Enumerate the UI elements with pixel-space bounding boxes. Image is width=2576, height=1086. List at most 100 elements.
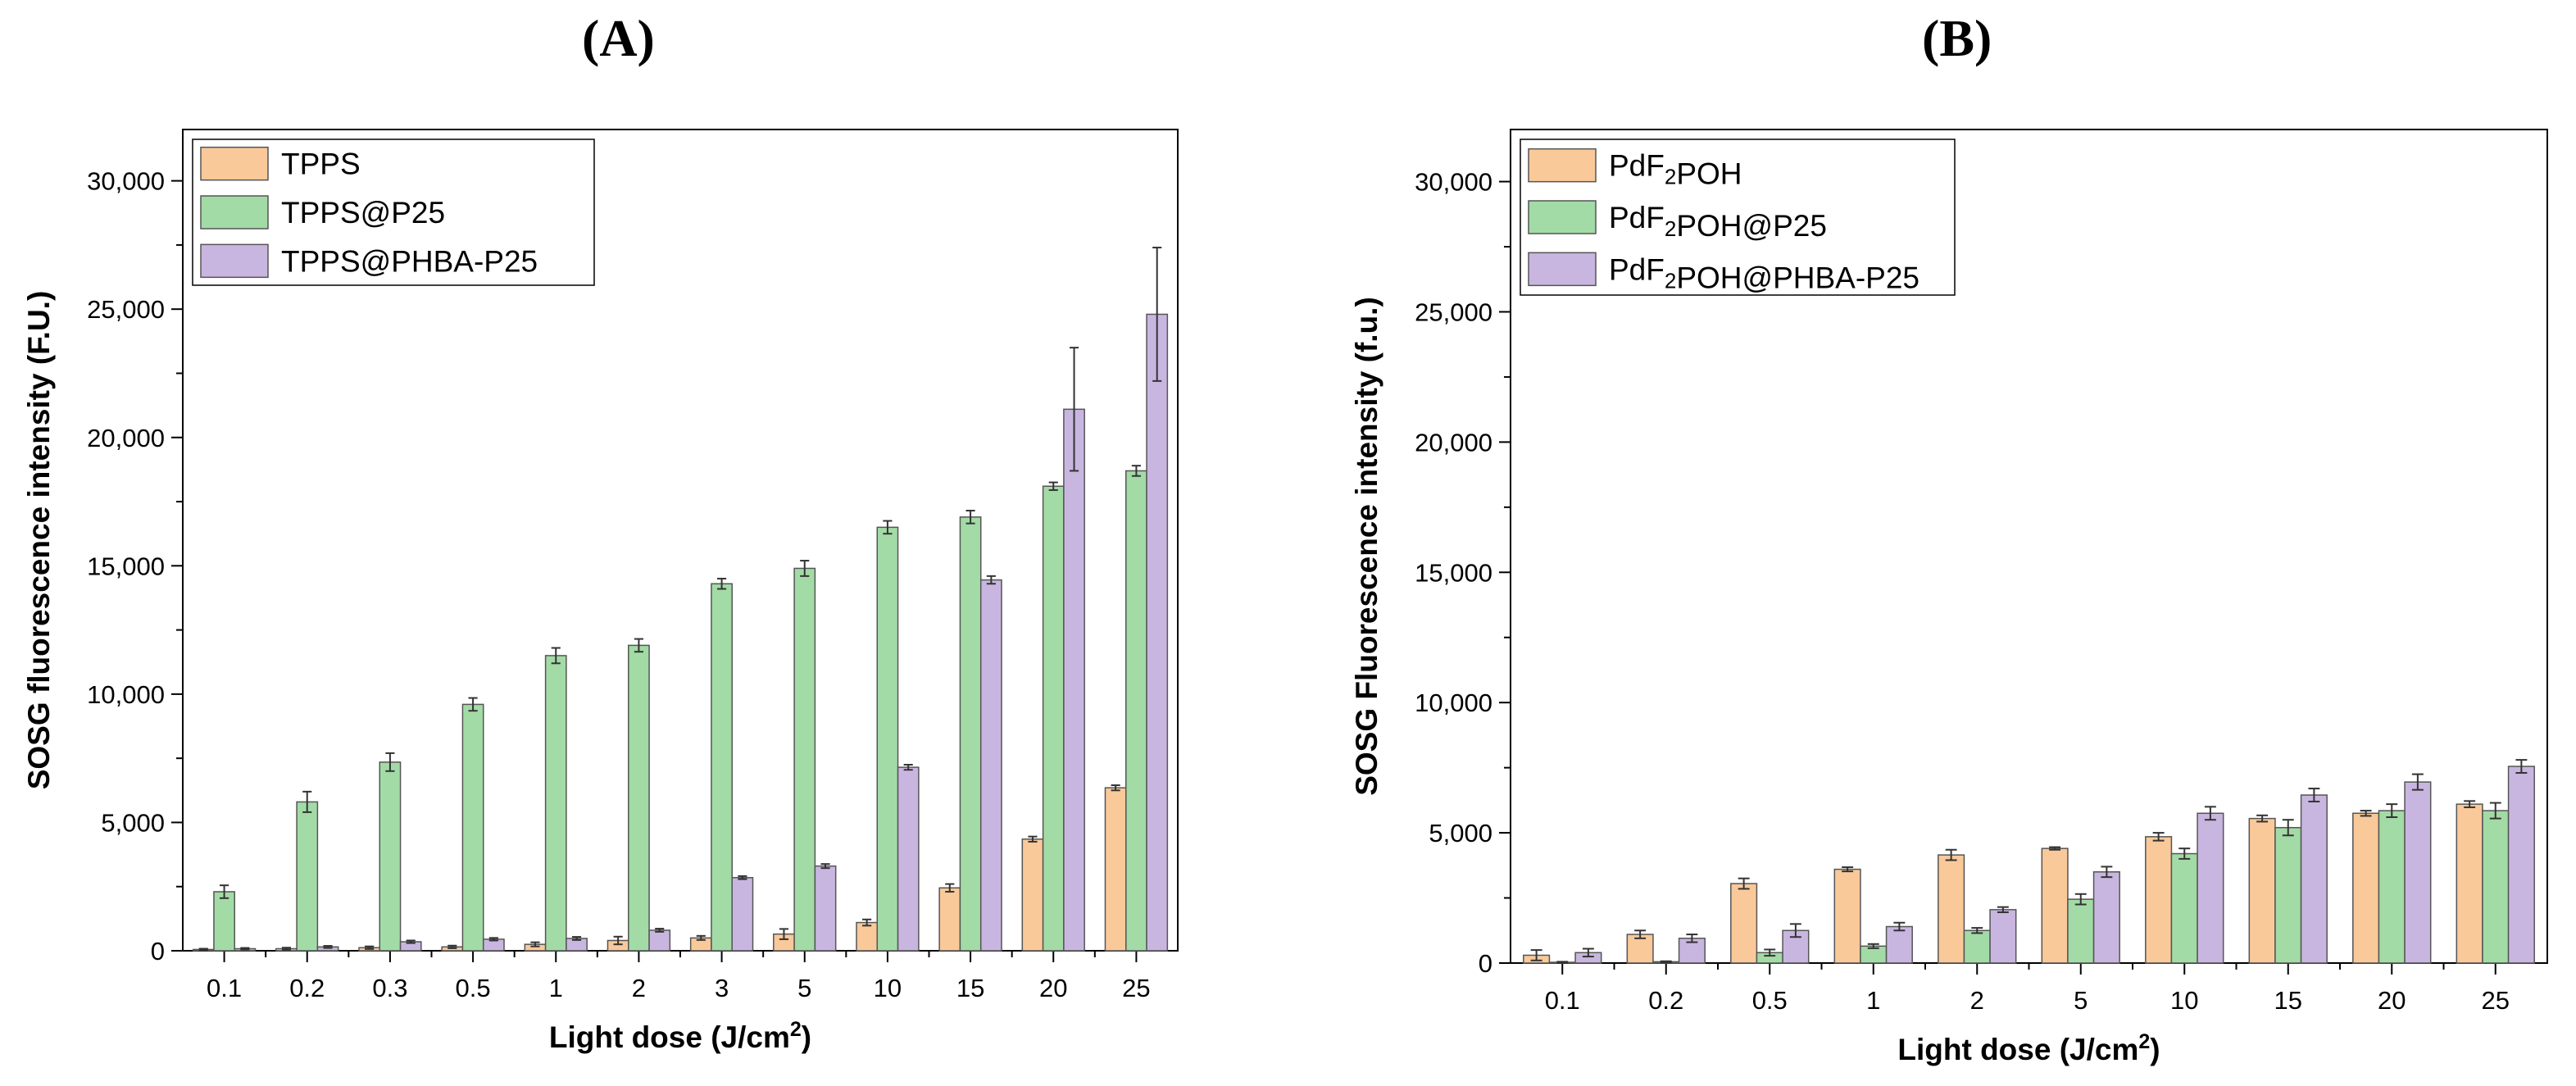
bar-2 (876, 526, 899, 952)
bar-2 (959, 516, 982, 952)
panel-label-a: (A) (582, 9, 655, 67)
bar-3 (979, 579, 1002, 952)
y-tick-label: 20,000 (87, 424, 165, 452)
bar-1 (2041, 847, 2069, 964)
bar-2 (2274, 826, 2302, 964)
x-tick-label: 15 (2274, 986, 2302, 1015)
bar-2 (1042, 485, 1065, 952)
y-tick-label: 10,000 (87, 680, 165, 709)
x-tick-label: 10 (874, 974, 902, 1002)
bar-1 (1833, 868, 1861, 964)
legend-swatch-1 (200, 146, 269, 181)
bar-1 (2352, 812, 2380, 964)
y-tick-label: 5,000 (101, 808, 165, 837)
bar-1 (856, 921, 879, 952)
legend-label-1: PdF2POH (1609, 149, 1742, 191)
y-tick-label: 0 (1479, 949, 1492, 978)
x-tick-label: 0.1 (1545, 986, 1580, 1015)
bar-2 (628, 644, 650, 952)
y-tick-label: 10,000 (1415, 688, 1492, 717)
x-tick-label: 0.2 (289, 974, 325, 1002)
bar-2 (296, 801, 319, 952)
bar-1 (2248, 817, 2276, 964)
x-tick-label: 5 (797, 974, 811, 1002)
bar-2 (1125, 470, 1147, 952)
bar-3 (1146, 313, 1169, 952)
bar-3 (1989, 909, 2017, 964)
y-tick-label: 5,000 (1429, 819, 1492, 847)
x-tick-label: 1 (549, 974, 563, 1002)
bar-2 (711, 583, 733, 952)
bar-3 (2300, 794, 2328, 964)
bar-3 (814, 865, 837, 952)
bar-3 (2092, 871, 2120, 964)
x-tick-label: 20 (1039, 974, 1067, 1002)
bar-1 (1104, 787, 1127, 952)
bar-2 (2482, 810, 2510, 964)
bar-3 (1885, 925, 1913, 964)
x-tick-label: 10 (2170, 986, 2198, 1015)
legend-label-3: TPPS@PHBA-P25 (281, 244, 538, 278)
bar-1 (938, 887, 961, 952)
y-tick-label: 30,000 (1415, 168, 1492, 197)
bar-2 (793, 567, 816, 952)
bar-3 (2404, 781, 2432, 964)
y-tick-label: 30,000 (87, 167, 165, 196)
y-tick-label: 15,000 (1415, 558, 1492, 587)
y-tick-label: 20,000 (1415, 428, 1492, 457)
bar-2 (213, 891, 235, 952)
x-tick-label: 25 (1122, 974, 1150, 1002)
panel-label-b: (B) (1922, 9, 1992, 67)
x-axis-title: Light dose (J/cm2) (549, 1018, 811, 1054)
bar-1 (2456, 803, 2483, 964)
x-axis-title: Light dose (J/cm2) (1897, 1030, 2160, 1066)
chart-a: 0 5,000 10,000 15,000 20,000 25,000 30,000 0.1 0… (22, 129, 1179, 1054)
bar-2 (2067, 898, 2095, 964)
bar-1 (1021, 838, 1044, 952)
y-tick-label: 25,000 (1415, 298, 1492, 326)
x-tick-label: 5 (2074, 986, 2088, 1015)
chart-b: 0 5,000 10,000 15,000 20,000 25,000 30,000 0.1 0… (1350, 129, 2548, 1066)
bar-2 (2378, 810, 2406, 964)
bar-3 (2507, 766, 2535, 964)
x-tick-label: 1 (1866, 986, 1880, 1015)
x-tick-label: 0.5 (1752, 986, 1788, 1015)
bar-3 (2197, 812, 2224, 964)
legend-swatch-3 (200, 243, 269, 279)
legend-label-1: TPPS (281, 148, 361, 181)
x-tick-label: 0.2 (1648, 986, 1683, 1015)
bar-2 (2170, 852, 2198, 964)
y-axis-title: SOSG fluorescence intensity (F.U.) (22, 291, 56, 790)
bar-2 (379, 761, 402, 952)
bar-2 (544, 655, 567, 952)
x-tick-label: 15 (956, 974, 984, 1002)
bar-3 (897, 766, 920, 952)
x-tick-label: 0.5 (456, 974, 491, 1002)
x-tick-label: 2 (632, 974, 646, 1002)
bar-2 (1963, 929, 1991, 964)
bar-3 (1063, 408, 1085, 952)
bar-1 (2145, 836, 2173, 964)
x-tick-label: 3 (715, 974, 729, 1002)
bar-2 (461, 703, 484, 952)
x-tick-label: 2 (1970, 986, 1984, 1015)
y-tick-label: 15,000 (87, 552, 165, 580)
x-tick-label: 0.1 (207, 974, 242, 1002)
y-tick-label: 0 (151, 937, 165, 966)
x-tick-label: 20 (2378, 986, 2406, 1015)
bar-1 (1938, 854, 1965, 964)
bar-3 (648, 929, 671, 952)
legend-swatch-1 (1528, 148, 1597, 183)
legend-swatch-3 (1528, 252, 1597, 287)
y-tick-label: 25,000 (87, 295, 165, 324)
bar-1 (1730, 883, 1758, 964)
y-axis-title: SOSG Fluorescence intensity (f.u.) (1350, 297, 1383, 796)
bar-1 (1626, 934, 1654, 964)
x-tick-label: 0.3 (372, 974, 407, 1002)
bar-3 (731, 877, 754, 952)
legend-swatch-2 (200, 195, 269, 229)
legend-swatch-2 (1528, 200, 1597, 234)
legend-label-3: PdF2POH@PHBA-P25 (1609, 252, 1920, 294)
legend-label-2: PdF2POH@P25 (1609, 201, 1827, 243)
x-tick-label: 25 (2482, 986, 2510, 1015)
